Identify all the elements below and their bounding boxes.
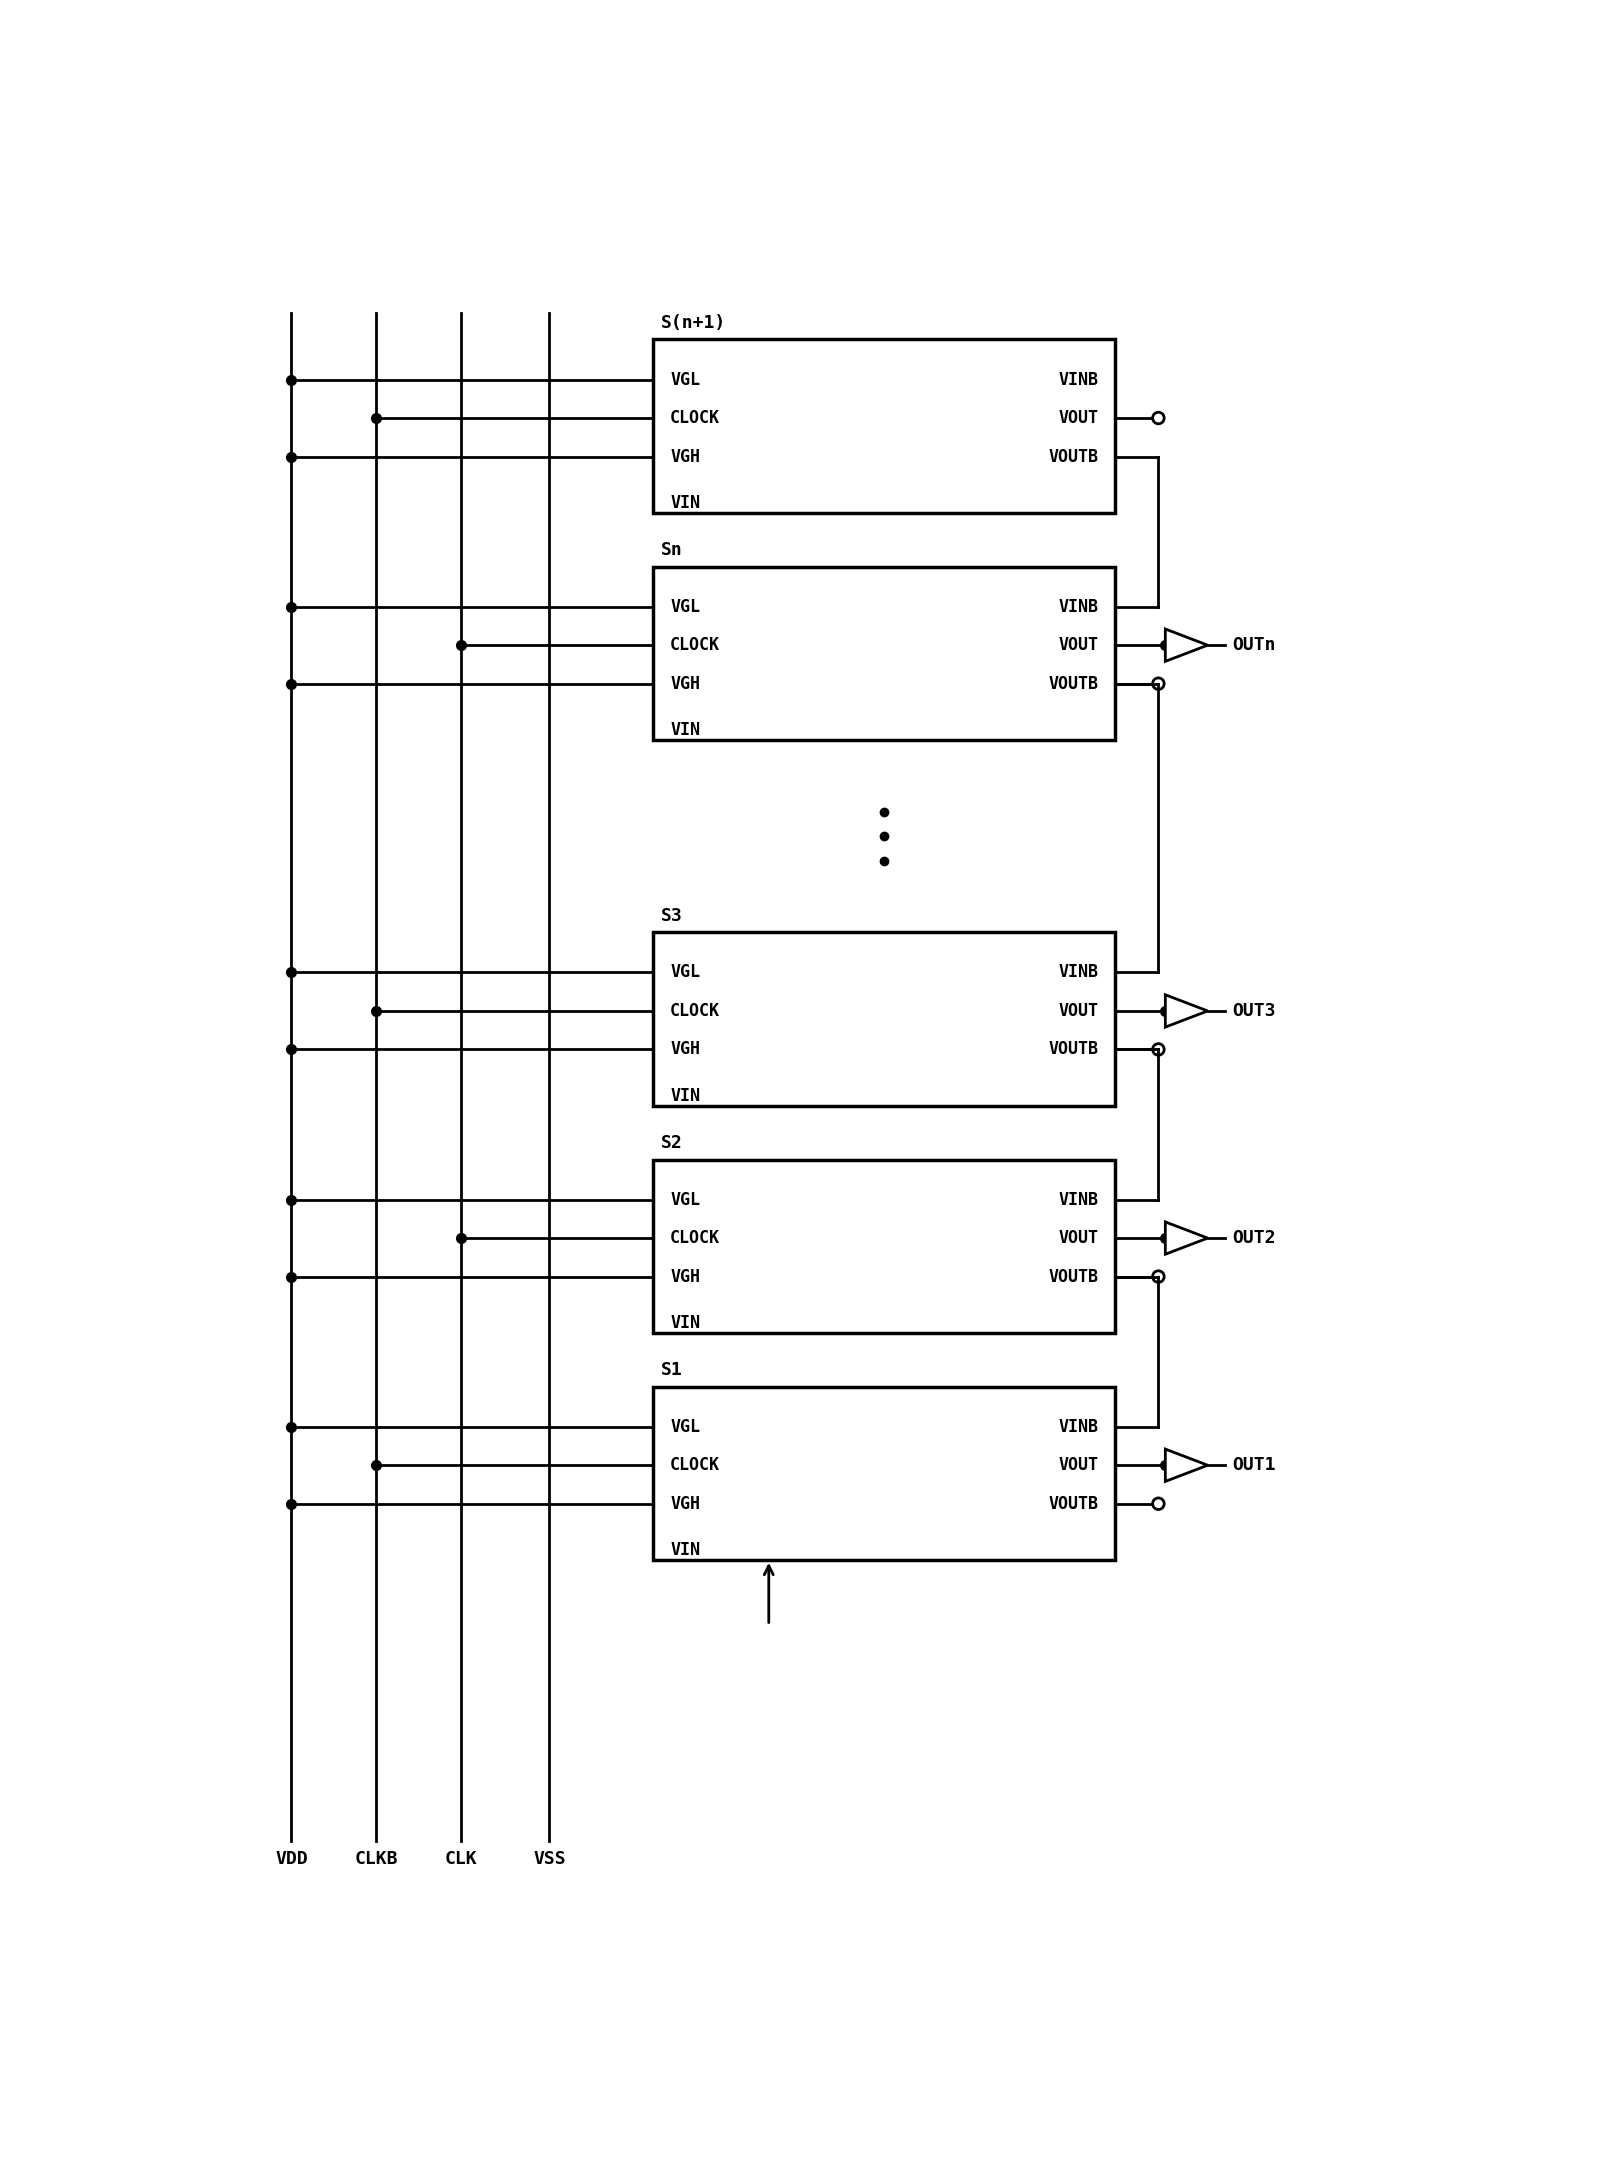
Polygon shape <box>1165 1448 1208 1481</box>
Text: VOUTB: VOUTB <box>1049 447 1099 465</box>
Text: VINB: VINB <box>1059 371 1099 388</box>
Text: OUT3: OUT3 <box>1232 1001 1276 1021</box>
Text: VGL: VGL <box>669 371 700 388</box>
Polygon shape <box>1165 628 1208 661</box>
Text: VIN: VIN <box>669 493 700 513</box>
Text: VGL: VGL <box>669 964 700 981</box>
Bar <box>653 567 1115 739</box>
Text: VOUTB: VOUTB <box>1049 674 1099 694</box>
Bar <box>653 933 1115 1106</box>
Text: VINB: VINB <box>1059 1191 1099 1208</box>
Text: VSS: VSS <box>533 1849 566 1869</box>
Text: VIN: VIN <box>669 1313 700 1333</box>
Text: VINB: VINB <box>1059 964 1099 981</box>
Bar <box>653 1160 1115 1333</box>
Text: VOUT: VOUT <box>1059 1001 1099 1021</box>
Polygon shape <box>1165 995 1208 1027</box>
Text: VOUTB: VOUTB <box>1049 1267 1099 1285</box>
Text: VDD: VDD <box>276 1849 308 1869</box>
Text: CLK: CLK <box>444 1849 477 1869</box>
Text: CLOCK: CLOCK <box>669 410 720 427</box>
Text: VOUT: VOUT <box>1059 410 1099 427</box>
Polygon shape <box>1165 1221 1208 1254</box>
Text: OUTn: OUTn <box>1232 637 1276 654</box>
Text: VOUT: VOUT <box>1059 1230 1099 1248</box>
Text: OUT2: OUT2 <box>1232 1230 1276 1248</box>
Text: VGH: VGH <box>669 447 700 465</box>
Text: VIN: VIN <box>669 722 700 739</box>
Text: CLOCK: CLOCK <box>669 637 720 654</box>
Text: VINB: VINB <box>1059 1418 1099 1435</box>
Text: VGL: VGL <box>669 1191 700 1208</box>
Text: VGH: VGH <box>669 674 700 694</box>
Text: VGL: VGL <box>669 598 700 615</box>
Text: VIN: VIN <box>669 1542 700 1559</box>
Text: VINB: VINB <box>1059 598 1099 615</box>
Text: VIN: VIN <box>669 1086 700 1104</box>
Text: S(n+1): S(n+1) <box>661 314 726 332</box>
Text: VGL: VGL <box>669 1418 700 1435</box>
Text: CLOCK: CLOCK <box>669 1457 720 1474</box>
Text: VGH: VGH <box>669 1494 700 1514</box>
Text: OUT1: OUT1 <box>1232 1457 1276 1474</box>
Text: VOUTB: VOUTB <box>1049 1494 1099 1514</box>
Text: VOUT: VOUT <box>1059 1457 1099 1474</box>
Text: VOUT: VOUT <box>1059 637 1099 654</box>
Text: S2: S2 <box>661 1134 682 1152</box>
Text: CLOCK: CLOCK <box>669 1001 720 1021</box>
Text: VOUTB: VOUTB <box>1049 1040 1099 1058</box>
Text: VGH: VGH <box>669 1267 700 1285</box>
Text: Sn: Sn <box>661 541 682 558</box>
Text: CLKB: CLKB <box>355 1849 397 1869</box>
Bar <box>653 1387 1115 1559</box>
Text: VGH: VGH <box>669 1040 700 1058</box>
Text: S1: S1 <box>661 1361 682 1378</box>
Text: S3: S3 <box>661 907 682 925</box>
Text: CLOCK: CLOCK <box>669 1230 720 1248</box>
Bar <box>653 340 1115 513</box>
